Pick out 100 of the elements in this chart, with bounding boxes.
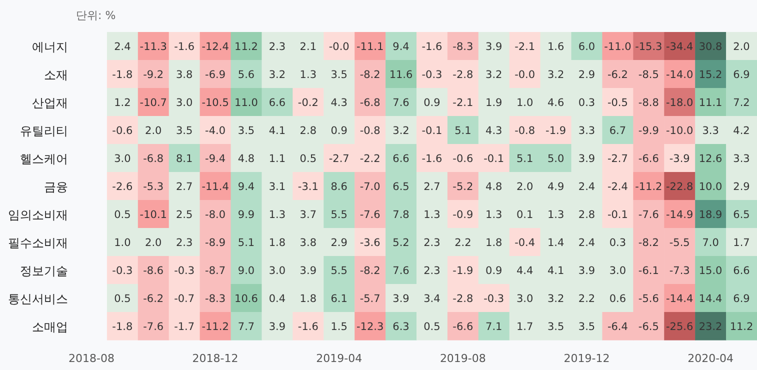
data-label: -6.8 — [360, 97, 380, 109]
data-label: 6.5 — [392, 181, 410, 193]
x-tick-label: 2019-04 — [316, 352, 362, 365]
data-label: -1.8 — [112, 69, 133, 81]
data-label: -3.9 — [669, 153, 690, 165]
data-label: 23.2 — [698, 321, 722, 333]
data-label: -8.7 — [205, 265, 226, 277]
data-label: 6.6 — [392, 153, 410, 165]
data-label: -6.4 — [607, 321, 628, 333]
data-label: 9.9 — [238, 209, 255, 221]
data-label: -9.9 — [638, 125, 659, 137]
data-label: -6.8 — [143, 153, 164, 165]
data-label: -5.6 — [638, 293, 660, 305]
data-label: 4.1 — [268, 125, 286, 137]
data-label: -0.7 — [174, 293, 195, 305]
data-label: -0.5 — [607, 97, 628, 109]
data-label: 12.6 — [698, 153, 723, 165]
data-label: 9.4 — [238, 181, 255, 193]
data-label: 0.5 — [114, 293, 131, 305]
data-label: -0.3 — [484, 293, 504, 305]
data-label: 11.6 — [389, 69, 414, 81]
data-label: 3.2 — [547, 293, 564, 305]
data-label: -2.1 — [514, 41, 536, 53]
data-label: 5.2 — [392, 237, 410, 249]
data-label: 4.3 — [330, 97, 348, 109]
data-label: 1.7 — [733, 237, 750, 249]
data-label: 3.5 — [330, 69, 348, 81]
y-tick-label: 필수소비재 — [8, 236, 68, 250]
data-label: 6.6 — [268, 97, 286, 109]
data-label: -7.6 — [360, 209, 381, 221]
data-label: 3.2 — [392, 125, 410, 137]
data-label: 4.4 — [516, 265, 534, 277]
data-label: 7.1 — [486, 321, 502, 333]
data-label: -8.2 — [360, 265, 380, 277]
data-label: 3.0 — [114, 153, 131, 165]
data-label: -25.6 — [666, 321, 694, 333]
data-label: 7.8 — [392, 209, 410, 221]
data-label: -5.2 — [452, 181, 474, 193]
data-label: -12.4 — [202, 41, 230, 53]
data-label: -0.3 — [174, 265, 195, 277]
x-tick-label: 2019-12 — [564, 352, 610, 365]
data-label: -1.6 — [174, 41, 195, 53]
data-label: -1.6 — [298, 321, 319, 333]
data-label: 18.9 — [698, 209, 722, 221]
data-label: 1.8 — [300, 293, 317, 305]
y-tick-label: 금융 — [44, 180, 68, 194]
data-label: -3.6 — [360, 237, 381, 249]
data-label: -0.3 — [112, 265, 133, 277]
data-label: 3.2 — [547, 69, 564, 81]
data-label: -11.2 — [635, 181, 662, 193]
data-label: -2.6 — [112, 181, 133, 193]
data-label: -0.9 — [452, 209, 474, 221]
data-label: 10.6 — [234, 293, 258, 305]
data-label: 3.5 — [176, 125, 193, 137]
data-label: 3.3 — [578, 125, 596, 137]
data-label: 2.5 — [176, 209, 193, 221]
data-label: -1.6 — [422, 41, 443, 53]
data-label: 3.9 — [300, 265, 317, 277]
data-label: 2.0 — [516, 181, 534, 193]
data-label: -1.8 — [112, 321, 133, 333]
y-tick-label: 소재 — [44, 68, 68, 82]
data-label: 3.3 — [702, 125, 719, 137]
data-label: 5.1 — [516, 153, 534, 165]
data-label: -10.0 — [666, 125, 694, 137]
data-label: -34.4 — [666, 41, 694, 53]
data-label: -5.7 — [360, 293, 380, 305]
data-label: -7.0 — [360, 181, 380, 193]
data-label: 1.3 — [300, 69, 317, 81]
data-label: -2.8 — [452, 293, 474, 305]
data-label: 2.0 — [733, 41, 750, 53]
data-label: 0.9 — [424, 97, 440, 109]
data-label: 1.8 — [486, 237, 502, 249]
data-label: 8.6 — [330, 181, 348, 193]
data-label: 4.9 — [547, 181, 564, 193]
data-label: 2.7 — [176, 181, 193, 193]
data-label: 11.0 — [234, 97, 258, 109]
data-label: -1.7 — [174, 321, 195, 333]
y-tick-label: 임의소비재 — [8, 208, 68, 222]
data-label: -5.3 — [143, 181, 164, 193]
y-tick-label: 산업재 — [32, 96, 68, 110]
x-tick-label: 2019-08 — [440, 352, 486, 365]
data-label: 3.9 — [578, 153, 596, 165]
data-label: 2.7 — [424, 181, 440, 193]
data-label: 2.9 — [733, 181, 750, 193]
data-label: -3.1 — [298, 181, 318, 193]
data-label: 3.5 — [238, 125, 255, 137]
data-label: 1.2 — [114, 97, 131, 109]
data-label: 3.0 — [268, 265, 286, 277]
data-label: -6.5 — [638, 321, 659, 333]
data-label: -1.9 — [546, 125, 566, 137]
data-label: 3.7 — [300, 209, 317, 221]
data-label: 0.3 — [578, 97, 596, 109]
data-label: 7.6 — [392, 97, 410, 109]
data-label: 1.6 — [547, 41, 564, 53]
data-label: 2.3 — [176, 237, 193, 249]
data-label: -10.5 — [202, 97, 229, 109]
data-label: 6.9 — [733, 69, 750, 81]
data-label: 2.4 — [578, 237, 596, 249]
data-label: 2.2 — [578, 293, 596, 305]
data-label: 1.3 — [268, 209, 286, 221]
